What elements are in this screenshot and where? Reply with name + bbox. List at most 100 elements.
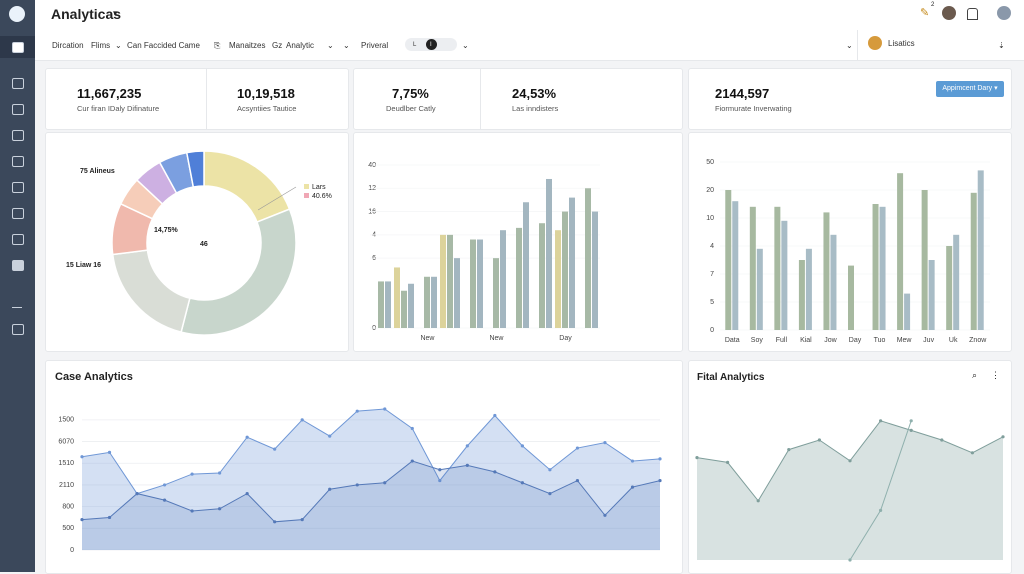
edit-icon[interactable]: ✎ — [920, 7, 930, 19]
point — [548, 492, 552, 496]
point — [879, 419, 883, 423]
legend-label: Lars — [312, 184, 326, 191]
point — [726, 460, 730, 464]
point — [575, 446, 580, 450]
y-tick-label: 10 — [706, 215, 714, 222]
nav-icon[interactable] — [12, 182, 24, 193]
bar — [408, 283, 414, 328]
y-tick-label: 4 — [710, 243, 714, 250]
nav-icon[interactable] — [12, 208, 24, 219]
filter[interactable]: Analytic — [286, 41, 315, 50]
y-tick-label: 5 — [710, 299, 714, 306]
filter[interactable]: Can Faccided Came — [127, 41, 200, 50]
kpi-value: 11,667,235 — [77, 86, 142, 101]
point — [879, 508, 883, 512]
nav-icon[interactable] — [12, 104, 24, 115]
nav-icon[interactable] — [12, 156, 24, 167]
kpi-label: Acsyntiies Tautice — [237, 104, 297, 113]
caret[interactable]: ⇣ — [998, 41, 1005, 50]
bell-icon[interactable] — [967, 8, 978, 20]
point — [695, 456, 699, 460]
x-tick-label: Jow — [824, 337, 837, 344]
dropdown-caret[interactable]: ▾ — [113, 8, 118, 18]
date-button[interactable]: Appimcent Dary ▾ — [936, 81, 1004, 97]
point — [603, 441, 607, 445]
point — [245, 435, 249, 439]
toggle-label[interactable]: L — [413, 42, 417, 48]
point — [107, 515, 112, 520]
caret[interactable]: ⌄ — [343, 41, 350, 50]
bar — [732, 201, 739, 330]
point — [438, 468, 442, 472]
caret[interactable]: ⌄ — [462, 41, 469, 50]
x-tick-label: Tuo — [874, 337, 886, 344]
nav-close[interactable] — [12, 298, 22, 308]
annotation: 14,75% — [154, 227, 179, 234]
x-tick-label: Day — [849, 337, 862, 344]
point — [520, 481, 524, 485]
filter[interactable]: Dircation — [52, 41, 84, 50]
user-name[interactable]: Lisatics — [888, 39, 915, 48]
filter[interactable]: Manaitzes — [229, 41, 266, 50]
nav-icon[interactable] — [12, 324, 24, 335]
x-tick-label: New — [420, 335, 435, 342]
point — [630, 485, 635, 489]
point — [383, 407, 387, 411]
point — [135, 492, 139, 496]
caret[interactable]: ⌄ — [846, 41, 853, 50]
x-tick-label: Mew — [897, 337, 913, 344]
filter[interactable]: Flims — [91, 41, 111, 50]
point — [438, 478, 442, 483]
bar — [928, 260, 935, 330]
bar — [562, 211, 568, 328]
button-label[interactable]: Appimcent Dary — [942, 85, 993, 92]
avatar[interactable] — [942, 6, 956, 20]
profile[interactable] — [997, 6, 1011, 20]
nav-icon[interactable] — [12, 78, 24, 89]
bar — [725, 190, 732, 330]
filter[interactable]: Priveral — [361, 41, 389, 50]
logo — [9, 6, 25, 22]
x-tick-label: Day — [559, 335, 572, 342]
point — [190, 509, 194, 513]
point — [80, 455, 84, 459]
app-title[interactable]: Analyticas — [51, 6, 122, 22]
chart-title: Case Analytics — [55, 371, 133, 383]
point — [273, 520, 277, 524]
user-avatar[interactable] — [868, 36, 882, 50]
point — [658, 478, 662, 483]
nav-icon[interactable] — [12, 260, 24, 271]
icon[interactable]: ⎘ — [214, 41, 221, 50]
bar — [424, 276, 430, 328]
nav-home[interactable] — [12, 42, 24, 53]
annotation: 75 Alineus — [80, 168, 115, 175]
search-icon[interactable]: ⌕ — [972, 370, 978, 380]
toggle-knob[interactable] — [426, 39, 437, 50]
y-tick-label: 500 — [62, 525, 74, 532]
caret[interactable]: ⌄ — [115, 41, 122, 50]
legend-label: 40.6% — [312, 193, 332, 200]
bar — [470, 239, 476, 328]
divider — [480, 69, 481, 129]
x-tick-label: Juv — [923, 337, 934, 344]
point — [410, 459, 414, 463]
y-tick-label: 50 — [706, 159, 714, 166]
kpi-card — [353, 68, 683, 130]
point — [848, 558, 852, 562]
caret[interactable]: ⌄ — [327, 41, 334, 50]
bar — [879, 206, 886, 330]
bar — [539, 223, 545, 328]
toggle-label[interactable]: I — [430, 42, 432, 48]
more-icon[interactable]: ⋮ — [991, 370, 1000, 380]
point — [493, 413, 497, 418]
point — [162, 498, 167, 502]
point — [465, 444, 469, 448]
bar — [493, 258, 499, 328]
nav-icon[interactable] — [12, 234, 24, 245]
point — [107, 450, 112, 454]
bar — [904, 293, 911, 330]
bar — [385, 281, 391, 328]
nav-icon[interactable] — [12, 130, 24, 141]
filter[interactable]: Gz — [272, 41, 283, 50]
kpi-card — [688, 68, 1012, 130]
